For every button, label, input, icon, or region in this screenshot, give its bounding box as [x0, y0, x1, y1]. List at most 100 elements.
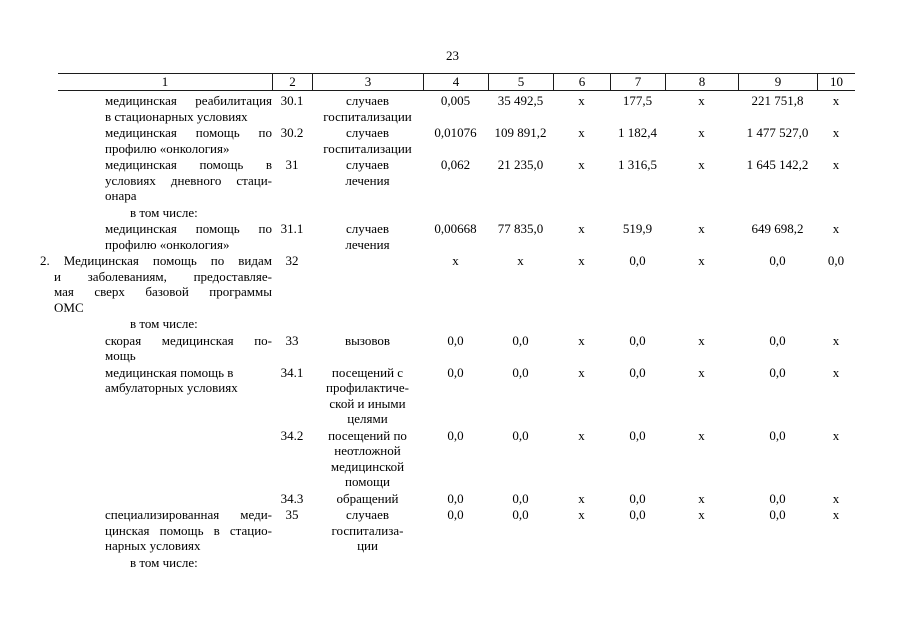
row-value-col7: 1 316,5	[618, 157, 657, 172]
row-value-col8: x	[698, 221, 705, 236]
header-cell-col1: 1	[161, 74, 169, 89]
row-value-col4: 0,005	[440, 93, 471, 108]
row-value-col10: x	[832, 221, 840, 236]
row-unit: случаев лечения	[312, 221, 423, 252]
row-value-col5: 0,0	[512, 332, 529, 348]
row-label-line: условиях дневного стаци-	[105, 172, 272, 188]
row-unit-line: случаев	[346, 125, 389, 140]
row-value-col4: x	[452, 253, 459, 268]
row-unit-line: профилактиче-	[325, 380, 409, 395]
row-value-col4: 0,0	[447, 364, 464, 380]
row-value-col6: x	[578, 332, 585, 348]
row-value-col8: x	[698, 427, 705, 443]
row-value-col5: 0,0	[512, 427, 529, 443]
row-value-col10: x	[832, 125, 840, 140]
row-number: 30.2	[280, 125, 304, 140]
row-unit: случаев госпитализации	[312, 125, 423, 156]
row-unit: случаев госпитализа-ции	[312, 507, 423, 554]
header-cell-col3: 3	[312, 74, 423, 90]
header-cell-col7: 7	[610, 74, 665, 90]
row-unit: вызовов	[312, 333, 423, 349]
row-unit-line: целями	[347, 411, 388, 426]
row-value-col9: 0,0	[769, 507, 786, 522]
row-value-col9: 0,0	[769, 253, 786, 268]
row-value-col10: x	[832, 490, 840, 506]
row-value-col8: x	[698, 253, 705, 268]
table-row: специализированная меди-цинская помощь в…	[40, 507, 855, 555]
row-unit-line: ской и иными	[329, 395, 406, 411]
row-value-col5: 0,0	[512, 364, 529, 380]
row-value-col6: x	[578, 125, 585, 140]
row-value-col7: 0,0	[629, 332, 646, 348]
row-value-col7: 0,0	[629, 364, 646, 380]
row-value-col7: 0,0	[629, 427, 646, 443]
header-cell-col8: 8	[665, 74, 738, 90]
table-row: в том числе:	[40, 316, 855, 333]
row-value-col9: 221 751,8	[751, 93, 804, 108]
row-label-line: цинская помощь в стацио-	[105, 522, 272, 538]
row-unit-line: вызовов	[344, 332, 391, 348]
row-label: специализированная меди-цинская помощь в…	[40, 507, 272, 554]
row-number: 32	[285, 253, 299, 268]
row-label: 2. Медицинская помощь по видам и заболева…	[40, 253, 272, 315]
row-value-col8: x	[698, 157, 705, 172]
row-value-col4: 0,0	[447, 332, 464, 348]
page-number: 23	[446, 48, 459, 63]
row-value-col5: x	[517, 253, 524, 268]
row-unit-line: лечения	[345, 172, 390, 188]
header-cell-col6: 6	[553, 74, 610, 90]
row-label-line: медицинская помощь по	[105, 221, 272, 236]
row-label-line: медицинская реабилитация	[105, 93, 272, 108]
row-value-col6: x	[578, 93, 585, 108]
row-label: скорая медицинская по-мощь	[40, 333, 272, 364]
row-number: 34.1	[280, 364, 304, 380]
table-row: медицинская помощь в амбулаторных условия…	[40, 365, 855, 428]
row-label: медицинская помощь в условиях дневного ст…	[40, 157, 272, 204]
row-unit-line: случаев	[346, 157, 389, 172]
row-value-col9: 0,0	[769, 427, 786, 443]
table-row: 34.3 обращений 0,0 0,0 x 0,0 x 0,0 x	[40, 491, 855, 508]
table-header-row: 1 2 3 4 5 6 7 8 9 10	[58, 73, 855, 91]
row-value-col5: 35 492,5	[497, 93, 544, 108]
row-label-line: медицинская помощь в	[105, 364, 234, 380]
row-value-col4: 0,0	[447, 427, 464, 443]
row-number: 35	[285, 507, 299, 522]
row-label-line: нарных условиях	[105, 538, 201, 553]
row-value-col10: x	[832, 157, 840, 172]
row-label: медицинская помощь по профилю «онкология»	[40, 221, 272, 252]
row-value-col5: 109 891,2	[494, 125, 547, 140]
row-value-col7: 0,0	[629, 507, 646, 522]
table-row: 2. Медицинская помощь по видам и заболева…	[40, 253, 855, 316]
row-unit-line: случаев	[346, 221, 389, 236]
row-value-col10: x	[832, 507, 840, 522]
row-label-line: профилю «онкология»	[105, 236, 230, 252]
row-value-col6: x	[578, 427, 585, 443]
row-number: 31.1	[280, 221, 304, 236]
row-value-col10: x	[832, 93, 840, 108]
header-cell-col10: 10	[817, 74, 855, 90]
row-unit-line: ции	[357, 538, 378, 553]
row-value-col8: x	[698, 332, 705, 348]
row-value-col8: x	[698, 93, 705, 108]
table-row: медицинская помощь по профилю «онкология»…	[40, 125, 855, 157]
table-row: скорая медицинская по-мощь 33 вызовов 0,0 0,…	[40, 333, 855, 365]
row-unit: случаев госпитализации	[312, 93, 423, 124]
row-value-col6: x	[578, 507, 585, 522]
row-label-line: медицинская помощь по	[105, 125, 272, 140]
row-unit-line: случаев	[346, 507, 389, 522]
header-cell-col5: 5	[488, 74, 553, 90]
row-label-line: мощь	[105, 348, 136, 363]
row-value-col7: 0,0	[629, 253, 646, 268]
row-label-line: мая сверх базовой программы	[54, 284, 272, 299]
row-unit: посещений по неотложной медицинской помощи	[312, 428, 423, 490]
row-label-line: профилю «онкология»	[105, 140, 230, 156]
row-value-col7: 177,5	[622, 93, 653, 108]
table-row: медицинская помощь по профилю «онкология»…	[40, 221, 855, 253]
row-value-col9: 1 645 142,2	[746, 157, 809, 172]
row-value-col4: 0,0	[447, 507, 464, 522]
row-value-col6: x	[578, 157, 585, 172]
row-value-col4: 0,00668	[434, 221, 477, 236]
row-value-col7: 1 182,4	[618, 125, 657, 140]
row-unit-line: случаев	[346, 93, 389, 108]
row-value-col7: 519,9	[622, 221, 653, 236]
